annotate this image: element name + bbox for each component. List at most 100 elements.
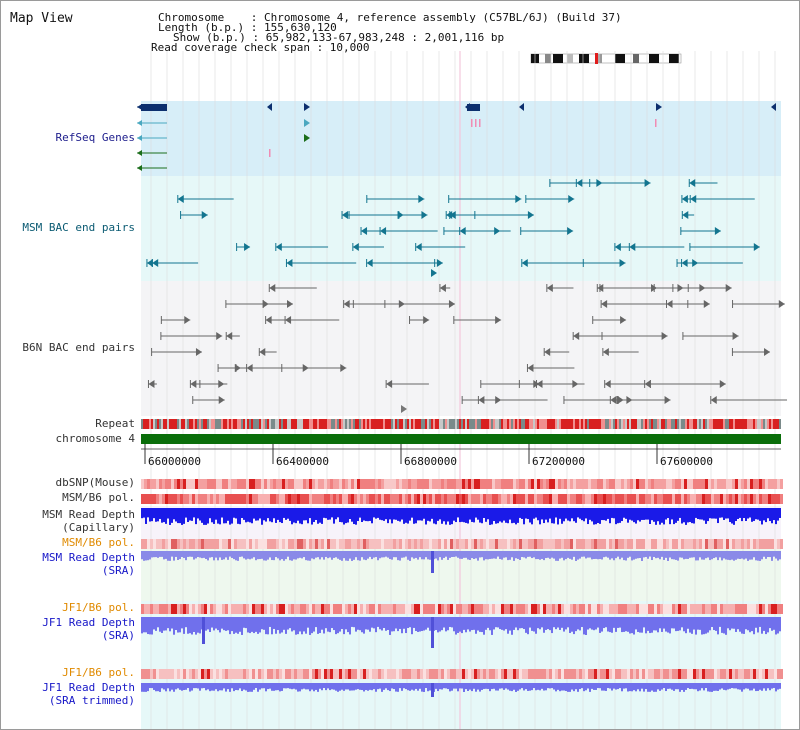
- track-label-jf1-b6-pol-trimmed[interactable]: JF1/B6 pol.: [62, 666, 135, 679]
- repeat-segment: [311, 419, 313, 429]
- heat-cell: [615, 539, 618, 549]
- heat-cell: [237, 494, 240, 504]
- heat-cell: [639, 604, 642, 614]
- track-label-jf1-b6-pol[interactable]: JF1/B6 pol.: [62, 601, 135, 614]
- heat-cell: [519, 539, 522, 549]
- heat-cell: [678, 494, 681, 504]
- depth-bar: [275, 617, 277, 634]
- bac-end-marker: [681, 195, 688, 203]
- repeat-segment: [587, 419, 589, 429]
- depth-bar: [303, 683, 305, 689]
- depth-bar: [453, 617, 455, 632]
- depth-bar: [459, 551, 461, 559]
- depth-bar: [479, 683, 481, 692]
- heat-cell: [147, 479, 150, 489]
- heat-cell: [558, 479, 561, 489]
- depth-bar: [771, 617, 773, 631]
- depth-bar: [287, 508, 289, 519]
- heat-cell: [447, 479, 450, 489]
- depth-spike: [202, 617, 205, 644]
- depth-bar: [599, 551, 601, 560]
- heat-cell: [510, 494, 513, 504]
- depth-bar: [517, 508, 519, 523]
- heat-cell: [300, 604, 303, 614]
- heat-cell: [615, 604, 618, 614]
- depth-bar: [455, 551, 457, 557]
- track-label-refseq[interactable]: RefSeq Genes: [55, 131, 135, 144]
- depth-bar: [237, 683, 239, 691]
- depth-bar: [629, 617, 631, 634]
- depth-bar: [747, 617, 749, 631]
- track-label-msm-read-depth-capillary[interactable]: MSM Read Depth (Capillary): [42, 508, 135, 534]
- depth-bar: [495, 683, 497, 691]
- heat-cell: [438, 479, 441, 489]
- heat-cell: [672, 669, 675, 679]
- depth-bar: [403, 508, 405, 524]
- depth-bar: [561, 551, 563, 558]
- heat-cell: [765, 669, 768, 679]
- heat-cell: [471, 669, 474, 679]
- depth-bar: [511, 508, 513, 524]
- depth-bar: [189, 551, 191, 557]
- heat-cell: [633, 669, 636, 679]
- depth-bar: [497, 683, 499, 691]
- heat-cell: [696, 494, 699, 504]
- depth-bar: [471, 551, 473, 559]
- depth-bar: [285, 508, 287, 520]
- track-label-dbsnp[interactable]: dbSNP(Mouse): [55, 476, 135, 489]
- heat-cell: [432, 669, 435, 679]
- depth-bar: [383, 508, 385, 521]
- depth-bar: [281, 683, 283, 691]
- heat-cell: [342, 669, 345, 679]
- heat-cell: [651, 479, 654, 489]
- heat-cell: [687, 669, 690, 679]
- heat-cell: [162, 494, 165, 504]
- depth-bar: [239, 508, 241, 525]
- depth-bar: [463, 508, 465, 523]
- repeat-segment: [745, 419, 747, 429]
- heat-cell: [696, 539, 699, 549]
- track-label-jf1-read-depth-trimmed[interactable]: JF1 Read Depth (SRA trimmed): [42, 681, 135, 707]
- heat-cell: [243, 604, 246, 614]
- depth-bar: [453, 551, 455, 557]
- heat-cell: [765, 604, 768, 614]
- depth-bar: [263, 617, 265, 630]
- heat-cell: [579, 669, 582, 679]
- gene-exon: [141, 104, 167, 111]
- depth-bar: [295, 683, 297, 690]
- heat-cell: [489, 494, 492, 504]
- track-label-jf1-read-depth-sra[interactable]: JF1 Read Depth (SRA): [42, 616, 135, 642]
- track-label-msm-b6-pol-sra[interactable]: MSM/B6 pol.: [62, 536, 135, 549]
- track-label-msm-bac[interactable]: MSM BAC end pairs: [22, 221, 135, 234]
- depth-bar: [377, 551, 379, 561]
- repeat-segment: [611, 419, 613, 429]
- depth-bar: [753, 683, 755, 689]
- depth-bar: [345, 617, 347, 630]
- depth-bar: [579, 508, 581, 519]
- heat-cell: [774, 604, 777, 614]
- heat-cell: [279, 669, 282, 679]
- depth-bar: [773, 617, 775, 630]
- heat-cell: [195, 494, 198, 504]
- track-label-msm-read-depth-sra[interactable]: MSM Read Depth (SRA): [42, 551, 135, 577]
- heat-cell: [213, 479, 216, 489]
- repeat-segment: [427, 419, 429, 429]
- depth-bar: [619, 683, 621, 689]
- repeat-segment: [685, 419, 687, 429]
- depth-bar: [327, 617, 329, 632]
- depth-bar: [411, 683, 413, 690]
- depth-bar: [731, 508, 733, 524]
- heat-cell: [588, 539, 591, 549]
- track-label-msm-b6-pol[interactable]: MSM/B6 pol.: [62, 491, 135, 504]
- depth-bar: [145, 617, 147, 633]
- heat-cell: [741, 479, 744, 489]
- depth-bar: [185, 508, 187, 518]
- track-label-b6n-bac[interactable]: B6N BAC end pairs: [22, 341, 135, 354]
- heat-cell: [510, 669, 513, 679]
- depth-bar: [691, 508, 693, 524]
- depth-bar: [775, 617, 777, 635]
- depth-bar: [689, 551, 691, 558]
- depth-bar: [143, 551, 145, 561]
- depth-bar: [261, 617, 263, 630]
- heat-cell: [483, 494, 486, 504]
